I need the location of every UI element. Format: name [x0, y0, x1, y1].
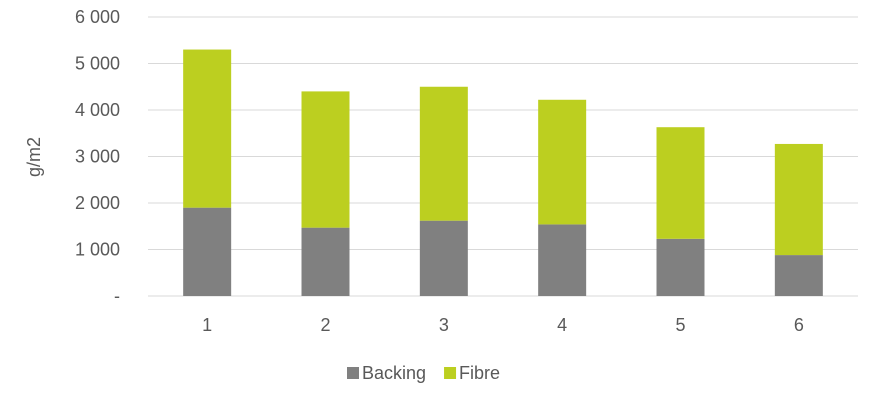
y-tick-label: 4 000 — [75, 100, 120, 120]
bar-fibre-6 — [774, 143, 823, 256]
x-tick-label: 5 — [675, 315, 685, 335]
axes: - 1 000 2 000 3 000 4 000 5 000 6 000 1 2 3 4 5 6 — [75, 7, 804, 335]
bar-backing-6 — [774, 255, 823, 296]
bar-backing-5 — [656, 238, 705, 296]
bar-fibre-2 — [301, 91, 350, 228]
x-tick-label: 2 — [320, 315, 330, 335]
bar-backing-4 — [538, 224, 587, 296]
y-tick-label: 1 000 — [75, 240, 120, 260]
gridlines — [148, 16, 858, 297]
x-tick-label: 4 — [557, 315, 567, 335]
y-axis-title: g/m2 — [24, 137, 44, 177]
bar-backing-3 — [419, 220, 468, 296]
legend: Backing Fibre — [347, 363, 500, 383]
y-tick-label: - — [114, 286, 120, 306]
legend-label-backing: Backing — [362, 363, 426, 383]
bar-backing-1 — [183, 207, 232, 296]
legend-swatch-backing — [347, 367, 359, 379]
bar-fibre-4 — [538, 99, 587, 225]
y-tick-label: 2 000 — [75, 193, 120, 213]
legend-swatch-fibre — [444, 367, 457, 379]
y-tick-label: 3 000 — [75, 147, 120, 167]
y-tick-label: 5 000 — [75, 54, 120, 74]
bars — [183, 49, 823, 296]
bar-fibre-1 — [183, 49, 232, 208]
x-tick-label: 1 — [202, 315, 212, 335]
bar-fibre-5 — [656, 127, 705, 239]
legend-label-fibre: Fibre — [459, 363, 500, 383]
x-tick-label: 6 — [794, 315, 804, 335]
y-tick-label: 6 000 — [75, 7, 120, 27]
bar-fibre-3 — [419, 86, 468, 221]
x-tick-label: 3 — [439, 315, 449, 335]
bar-backing-2 — [301, 227, 350, 296]
